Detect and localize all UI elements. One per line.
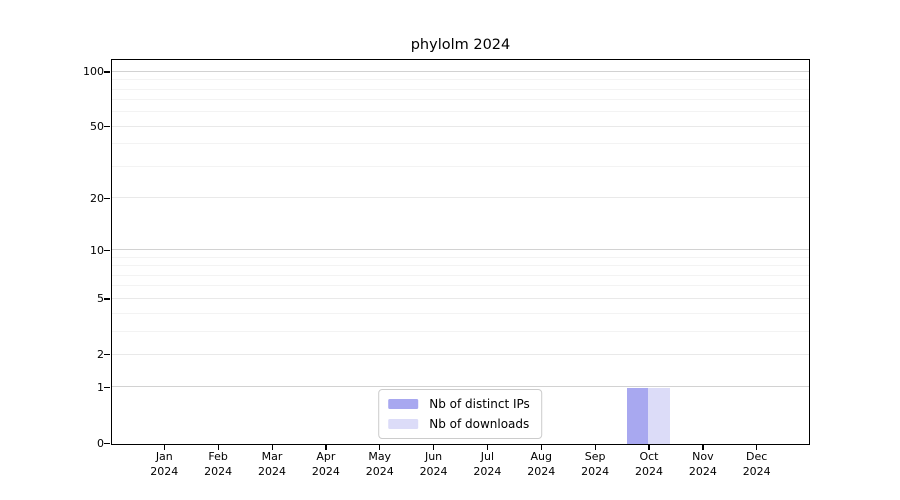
gridline-minor-y90 bbox=[111, 79, 809, 81]
x-tick-label-jan: Jan 2024 bbox=[132, 449, 196, 479]
gridline-minor-y60 bbox=[111, 111, 809, 113]
x-tick-label-month: Mar bbox=[261, 450, 283, 463]
x-tick-jan bbox=[163, 444, 165, 450]
x-tick-label-year: 2024 bbox=[311, 465, 340, 478]
x-tick-label-year: 2024 bbox=[365, 465, 394, 478]
bar-downloads-oct bbox=[648, 387, 671, 444]
gridline-minor-y4 bbox=[111, 312, 809, 314]
x-tick-label-sep: Sep 2024 bbox=[563, 449, 627, 479]
x-tick-label-year: 2024 bbox=[204, 465, 233, 478]
x-tick-label-month: Feb bbox=[208, 450, 228, 463]
x-tick-aug bbox=[540, 444, 542, 450]
y-tick-label-50: 50 bbox=[90, 120, 104, 134]
y-tick-100 bbox=[104, 71, 110, 73]
x-tick-apr bbox=[325, 444, 327, 450]
x-tick-label-jun: Jun 2024 bbox=[402, 449, 466, 479]
y-tick-label-100: 100 bbox=[83, 65, 104, 79]
y-tick-0 bbox=[104, 442, 110, 444]
gridline-minor-y70 bbox=[111, 99, 809, 101]
x-tick-label-year: 2024 bbox=[150, 465, 179, 478]
gridline-major-y10 bbox=[111, 249, 809, 251]
gridline-minor-y40 bbox=[111, 143, 809, 145]
gridline-minor-y30 bbox=[111, 165, 809, 167]
plot-area: Nb of distinct IPs Nb of downloads bbox=[110, 58, 810, 445]
y-tick-20 bbox=[104, 197, 110, 199]
x-tick-label-mar: Mar 2024 bbox=[240, 449, 304, 479]
y-tick-label-10: 10 bbox=[90, 243, 104, 257]
y-tick-label-0: 0 bbox=[97, 436, 104, 450]
legend-item-distinct-ips: Nb of distinct IPs bbox=[388, 397, 530, 411]
gridline-minor-y6 bbox=[111, 285, 809, 287]
x-tick-label-month: Nov bbox=[692, 450, 714, 463]
x-tick-label-year: 2024 bbox=[742, 465, 771, 478]
x-tick-label-year: 2024 bbox=[258, 465, 286, 478]
x-tick-label-month: Dec bbox=[746, 450, 768, 463]
x-tick-nov bbox=[702, 444, 704, 450]
y-tick-10 bbox=[104, 249, 110, 251]
gridline-major-y2 bbox=[111, 353, 809, 355]
x-tick-jul bbox=[486, 444, 489, 450]
x-tick-label-year: 2024 bbox=[634, 465, 663, 478]
gridline-major-y1 bbox=[111, 386, 809, 388]
x-tick-label-nov: Nov 2024 bbox=[671, 449, 735, 479]
gridline-minor-y80 bbox=[111, 88, 809, 90]
gridline-minor-y8 bbox=[111, 265, 809, 267]
x-tick-mar bbox=[271, 444, 273, 450]
x-tick-label-month: Oct bbox=[639, 450, 659, 463]
legend-label-distinct-ips: Nb of distinct IPs bbox=[429, 396, 530, 411]
bar-distinct-ips-oct bbox=[626, 387, 649, 444]
gridline-minor-y9 bbox=[111, 256, 809, 258]
x-tick-label-month: Jan bbox=[155, 450, 173, 463]
legend-swatch-downloads bbox=[388, 418, 419, 429]
x-tick-label-year: 2024 bbox=[527, 465, 556, 478]
x-tick-label-month: May bbox=[368, 450, 392, 463]
x-tick-label-year: 2024 bbox=[581, 465, 610, 478]
x-tick-label-oct: Oct 2024 bbox=[617, 449, 681, 479]
legend-swatch-distinct-ips bbox=[388, 398, 419, 409]
gridline-minor-y3 bbox=[111, 330, 809, 332]
x-tick-may bbox=[379, 444, 381, 450]
x-tick-label-year: 2024 bbox=[688, 465, 717, 478]
x-tick-label-year: 2024 bbox=[419, 465, 448, 478]
y-tick-label-2: 2 bbox=[97, 348, 104, 362]
y-tick-5 bbox=[104, 298, 110, 300]
x-tick-label-month: Aug bbox=[530, 450, 553, 463]
x-tick-sep bbox=[594, 444, 596, 450]
x-tick-dec bbox=[756, 444, 758, 450]
x-tick-label-may: May 2024 bbox=[348, 449, 412, 479]
x-tick-label-feb: Feb 2024 bbox=[186, 449, 250, 479]
x-tick-label-jul: Jul 2024 bbox=[455, 449, 519, 479]
legend: Nb of distinct IPs Nb of downloads bbox=[378, 388, 542, 439]
gridline-minor-y7 bbox=[111, 274, 809, 276]
legend-item-downloads: Nb of downloads bbox=[388, 417, 530, 431]
y-tick-1 bbox=[104, 386, 110, 388]
x-tick-label-dec: Dec 2024 bbox=[725, 449, 789, 479]
x-tick-feb bbox=[217, 444, 219, 450]
y-tick-label-5: 5 bbox=[97, 292, 104, 306]
x-tick-label-year: 2024 bbox=[473, 465, 502, 478]
x-tick-label-month: Apr bbox=[316, 450, 336, 463]
x-tick-jun bbox=[433, 444, 435, 450]
legend-label-downloads: Nb of downloads bbox=[429, 416, 530, 431]
y-tick-50 bbox=[104, 126, 110, 128]
x-tick-label-month: Jun bbox=[424, 450, 443, 463]
gridline-major-y50 bbox=[111, 125, 809, 127]
x-tick-label-aug: Aug 2024 bbox=[509, 449, 573, 479]
gridline-major-y100 bbox=[111, 70, 809, 72]
chart-title: phylolm 2024 bbox=[410, 37, 511, 53]
y-tick-2 bbox=[104, 354, 110, 356]
y-tick-label-1: 1 bbox=[97, 380, 104, 394]
x-tick-oct bbox=[648, 444, 650, 450]
x-tick-label-apr: Apr 2024 bbox=[294, 449, 358, 479]
y-tick-label-20: 20 bbox=[90, 191, 104, 205]
x-tick-label-month: Sep bbox=[584, 450, 606, 463]
gridline-major-y5 bbox=[111, 297, 809, 299]
gridline-major-y20 bbox=[111, 197, 809, 199]
x-tick-label-month: Jul bbox=[480, 450, 495, 463]
